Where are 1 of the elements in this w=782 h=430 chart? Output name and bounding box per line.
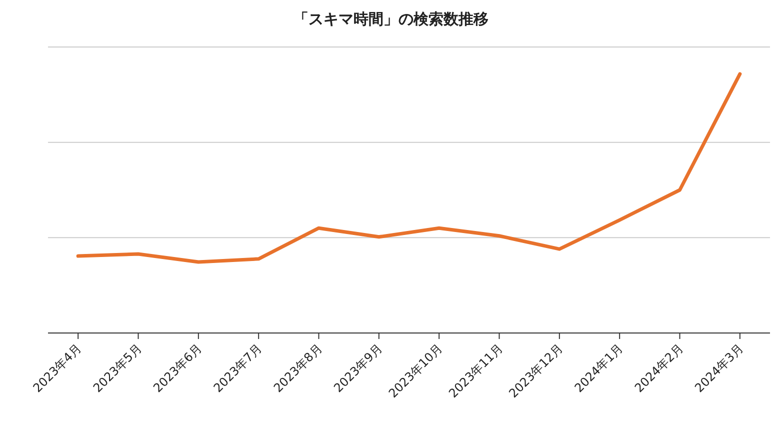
chart-title: 「スキマ時間」の検索数推移 (294, 10, 488, 28)
